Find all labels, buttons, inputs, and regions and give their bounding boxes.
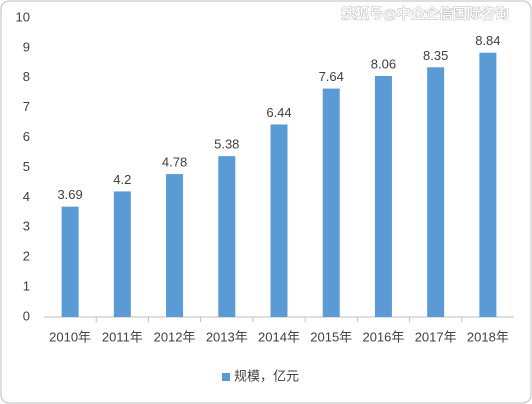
y-tick-label: 9 [23, 39, 30, 54]
x-tick-label: 2011年 [102, 329, 143, 344]
y-tick-label: 0 [23, 308, 30, 323]
data-label: 4.78 [162, 155, 187, 170]
y-tick-label: 1 [23, 279, 30, 294]
x-tick-label: 2016年 [362, 329, 404, 344]
data-label: 6.44 [266, 105, 291, 120]
x-tick-label: 2012年 [154, 329, 196, 344]
bar [479, 52, 497, 318]
data-label: 8.06 [371, 56, 396, 71]
data-label: 3.69 [57, 187, 82, 202]
data-label: 4.2 [113, 172, 131, 187]
watermark: 搜狐号@中金企信国际咨询 [341, 6, 509, 22]
y-tick-label: 7 [23, 99, 30, 114]
y-tick-label: 2 [23, 249, 30, 264]
legend-label: 规模，亿元 [234, 368, 299, 383]
data-label: 8.84 [475, 33, 500, 48]
bar [61, 206, 79, 317]
bar [270, 124, 288, 317]
bar [322, 88, 340, 318]
bar [427, 67, 445, 318]
x-tick-label: 2015年 [310, 329, 352, 344]
bar [166, 174, 184, 317]
y-tick-label: 10 [16, 9, 30, 24]
bar [113, 191, 131, 317]
x-tick-label: 2017年 [415, 329, 457, 344]
x-tick-label: 2013年 [206, 329, 248, 344]
x-tick-label: 2014年 [258, 329, 300, 344]
y-tick-label: 5 [23, 159, 30, 174]
bar [218, 156, 236, 317]
x-tick-label: 2010年 [49, 329, 91, 344]
y-tick-label: 3 [23, 219, 30, 234]
y-tick-label: 8 [23, 69, 30, 84]
bar [374, 76, 392, 317]
data-label: 8.35 [423, 48, 448, 63]
y-tick-label: 6 [23, 129, 30, 144]
x-tick-label: 2018年 [467, 329, 509, 344]
legend-swatch [222, 373, 230, 381]
y-tick-label: 4 [23, 189, 30, 204]
data-label: 7.64 [319, 69, 344, 84]
data-label: 5.38 [214, 137, 239, 152]
